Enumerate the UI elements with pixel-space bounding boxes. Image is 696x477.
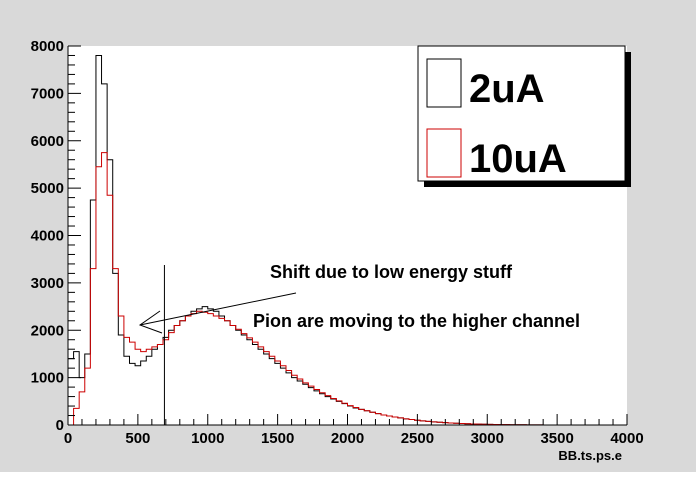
legend-swatch-10uA <box>426 128 462 178</box>
x-tick-label: 500 <box>125 430 150 447</box>
legend-swatch-2uA <box>426 58 462 108</box>
legend-label-2uA: 2uA <box>469 67 545 111</box>
y-tick-label: 8000 <box>31 38 64 55</box>
legend-label-10uA: 10uA <box>469 137 567 181</box>
x-tick-label: 1500 <box>261 430 294 447</box>
x-tick-label: 3000 <box>471 430 504 447</box>
y-tick-label: 7000 <box>31 85 64 102</box>
annotation-shift: Shift due to low energy stuff <box>270 262 513 282</box>
y-tick-label: 3000 <box>31 275 64 292</box>
x-tick-label: 4000 <box>610 430 643 447</box>
annotations: Shift due to low energy stuff Pion are m… <box>138 262 580 425</box>
y-tick-label: 0 <box>56 417 64 434</box>
annotation-arrow-head <box>138 310 163 334</box>
x-tick-label: 1000 <box>191 430 224 447</box>
axes: 0 1000 2000 3000 4000 5000 6000 7000 8000 0 500 100… <box>31 38 644 447</box>
x-tick-label: 0 <box>64 430 72 447</box>
y-tick-label: 4000 <box>31 228 64 245</box>
y-tick-label: 6000 <box>31 133 64 150</box>
y-tick-label: 1000 <box>31 370 64 387</box>
y-tick-label: 2000 <box>31 322 64 339</box>
x-axis-label: BB.ts.ps.e <box>558 448 622 463</box>
x-tick-label: 2500 <box>401 430 434 447</box>
legend: 2uA 10uA <box>417 45 631 187</box>
annotation-arrow-line <box>139 292 297 326</box>
x-tick-label: 2000 <box>331 430 364 447</box>
annotation-pion: Pion are moving to the higher channel <box>253 311 580 331</box>
x-tick-label: 3500 <box>540 430 573 447</box>
y-tick-label: 5000 <box>31 180 64 197</box>
